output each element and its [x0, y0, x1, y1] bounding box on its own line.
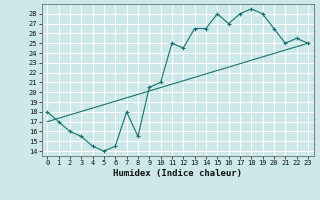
X-axis label: Humidex (Indice chaleur): Humidex (Indice chaleur) — [113, 169, 242, 178]
